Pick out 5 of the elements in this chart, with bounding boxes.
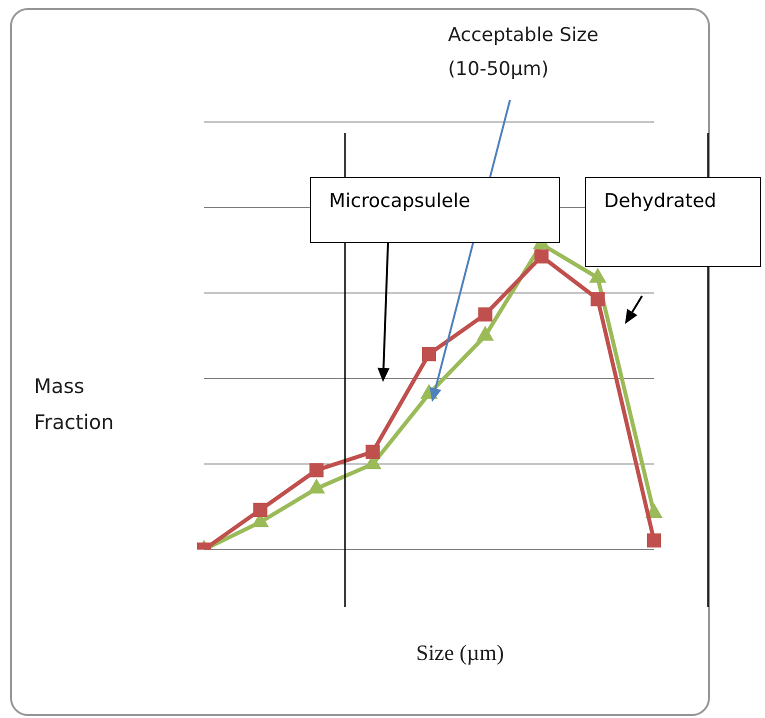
text: Acceptable Size (10-50µm) [448,23,600,82]
callout-box: Dehydrated [585,177,761,267]
y-axis-title: Mass Fraction [34,373,115,436]
x-axis-title: Size (µm) [415,640,505,666]
callout-box: Microcapsulele [310,177,560,243]
